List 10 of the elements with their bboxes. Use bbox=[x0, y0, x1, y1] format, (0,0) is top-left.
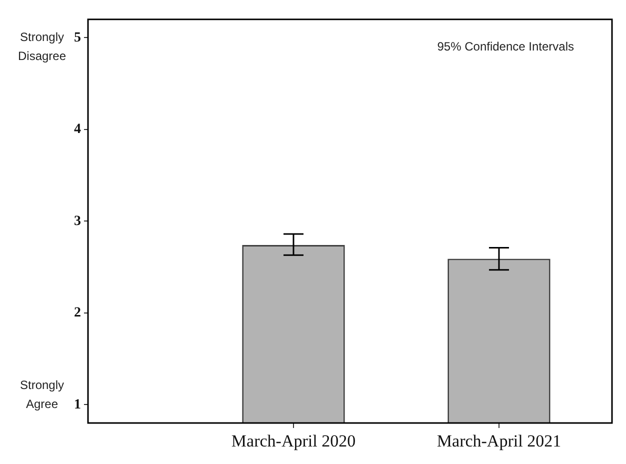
y-tick-label: 2 bbox=[74, 306, 81, 321]
x-tick-label: March-April 2021 bbox=[436, 432, 562, 451]
text: Strongly Agree bbox=[20, 378, 64, 411]
annotation: 95% Confidence Intervals bbox=[437, 40, 574, 54]
y-tick-label: 4 bbox=[74, 122, 81, 138]
y-tick-label: 1 bbox=[74, 397, 81, 412]
x-tick-label: March-April 2020 bbox=[231, 432, 356, 451]
y-tick-label: 3 bbox=[74, 214, 81, 229]
y-tick-label: 5 bbox=[74, 30, 81, 46]
text: Strongly Disagree bbox=[18, 30, 66, 64]
